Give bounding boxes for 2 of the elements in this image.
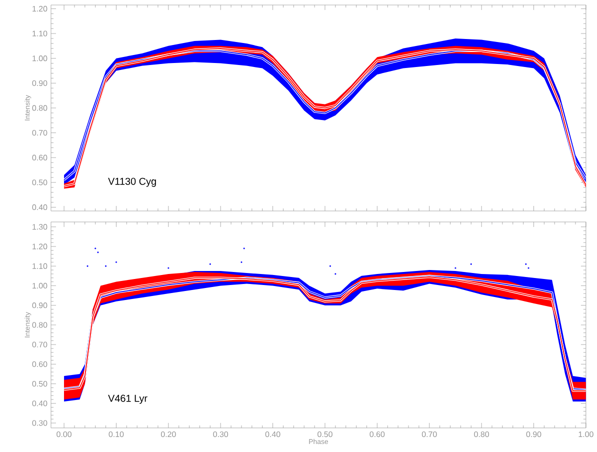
annotation: V461 Lyr (108, 394, 148, 404)
annotation: V1130 Cyg (108, 178, 156, 187)
